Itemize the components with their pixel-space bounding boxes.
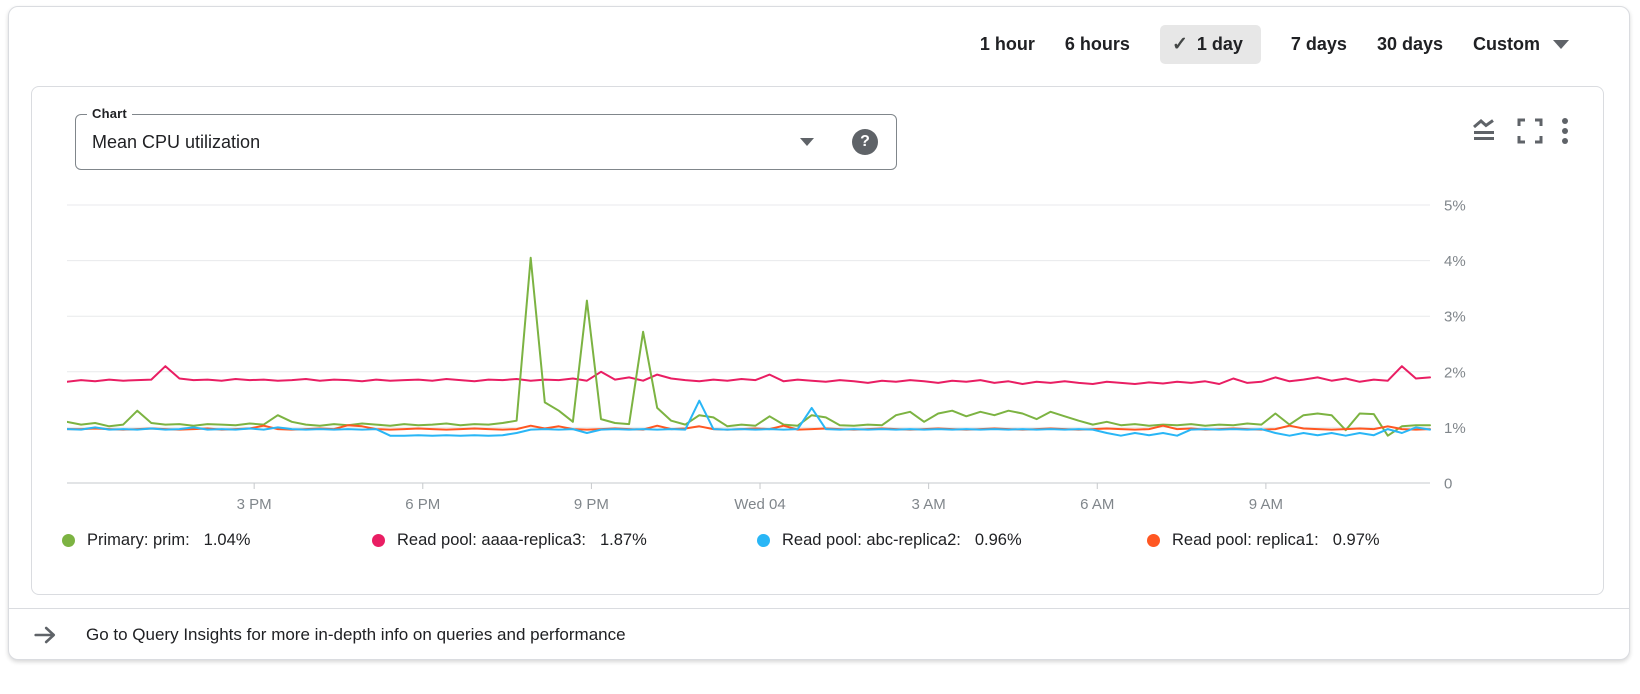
chart-card: Chart Mean CPU utilization ? <box>31 86 1604 595</box>
monitoring-panel: 1 hour 6 hours ✓ 1 day 7 days 30 days Cu… <box>8 6 1630 660</box>
arrow-right-icon <box>31 621 59 649</box>
x-axis-label-9-pm: 9 PM <box>574 496 609 513</box>
legend-label: Read pool: abc-replica2: <box>782 530 961 549</box>
legend-value: 0.97% <box>1332 530 1380 549</box>
chart-type-icon[interactable] <box>1472 118 1499 144</box>
select-floating-label: Chart <box>87 106 132 121</box>
legend-item-abc-replica2[interactable]: Read pool: abc-replica2: 0.96% <box>757 527 1022 553</box>
x-axis-label-6-pm: 6 PM <box>405 496 440 513</box>
query-insights-text: Go to Query Insights for more in-depth i… <box>86 625 626 644</box>
legend-item-primary-prim[interactable]: Primary: prim: 1.04% <box>62 527 250 553</box>
legend-value: 1.87% <box>599 530 647 549</box>
legend-color-dot <box>62 533 75 547</box>
footer-divider <box>9 608 1629 609</box>
x-axis-label-6-am: 6 AM <box>1080 496 1114 513</box>
time-range-6-hours[interactable]: 6 hours <box>1064 33 1130 54</box>
series-line-read-pool-aaaa-replica3 <box>67 365 1431 385</box>
time-range-selector: 1 hour 6 hours ✓ 1 day 7 days 30 days Cu… <box>980 23 1569 65</box>
time-range-custom[interactable]: Custom <box>1473 34 1569 55</box>
legend-item-aaaa-replica3[interactable]: Read pool: aaaa-replica3: 1.87% <box>372 527 647 553</box>
series-line-primary-prim <box>67 256 1431 437</box>
y-axis-label-5%: 5% <box>1444 198 1466 215</box>
time-range-1-day[interactable]: ✓ 1 day <box>1159 24 1261 64</box>
chart-metric-select[interactable]: Chart Mean CPU utilization ? <box>75 106 897 170</box>
y-axis-label-4%: 4% <box>1444 253 1466 270</box>
more-options-icon[interactable] <box>1561 117 1569 145</box>
time-range-1-hour[interactable]: 1 hour <box>979 33 1035 54</box>
legend-value: 0.96% <box>974 530 1022 549</box>
chart-metric-value: Mean CPU utilization <box>92 131 261 152</box>
legend-label: Read pool: aaaa-replica3: <box>397 530 586 549</box>
series-line-read-pool-abc-replica2 <box>67 399 1431 437</box>
y-axis-label-3%: 3% <box>1444 309 1466 326</box>
time-range-30-days[interactable]: 30 days <box>1376 33 1443 54</box>
query-insights-link[interactable]: Go to Query Insights for more in-depth i… <box>31 609 1607 659</box>
legend-color-dot <box>372 533 385 547</box>
check-icon: ✓ <box>1171 33 1188 55</box>
legend-color-dot <box>757 533 770 547</box>
chart-toolbar <box>1472 117 1569 145</box>
legend-label: Primary: prim: <box>87 530 190 549</box>
time-range-7-days[interactable]: 7 days <box>1290 33 1347 54</box>
x-axis-label-3-pm: 3 PM <box>237 496 272 513</box>
help-icon[interactable]: ? <box>852 129 878 155</box>
time-range-label: Custom <box>1473 33 1540 54</box>
x-axis-label-3-am: 3 AM <box>912 496 946 513</box>
legend-value: 1.04% <box>203 530 251 549</box>
dropdown-arrow-icon <box>800 138 814 146</box>
y-axis-label-1%: 1% <box>1444 420 1466 437</box>
legend-item-replica1[interactable]: Read pool: replica1: 0.97% <box>1147 527 1380 553</box>
chevron-down-icon <box>1553 39 1569 49</box>
fullscreen-icon[interactable] <box>1517 118 1543 144</box>
cpu-utilization-chart[interactable]: 0 1% 2% 3% 4% 5% 3 PM 6 PM 9 PM Wed 04 3 AM 6 AM 9 A… <box>67 187 1497 519</box>
x-axis-label-wed-04: Wed 04 <box>734 496 785 513</box>
x-axis-label-9-am: 9 AM <box>1249 496 1283 513</box>
legend-label: Read pool: replica1: <box>1172 530 1319 549</box>
y-axis-label-0: 0 <box>1444 476 1452 493</box>
legend-color-dot <box>1147 533 1160 547</box>
y-axis-label-2%: 2% <box>1444 364 1466 381</box>
time-range-label: 1 day <box>1196 33 1243 54</box>
